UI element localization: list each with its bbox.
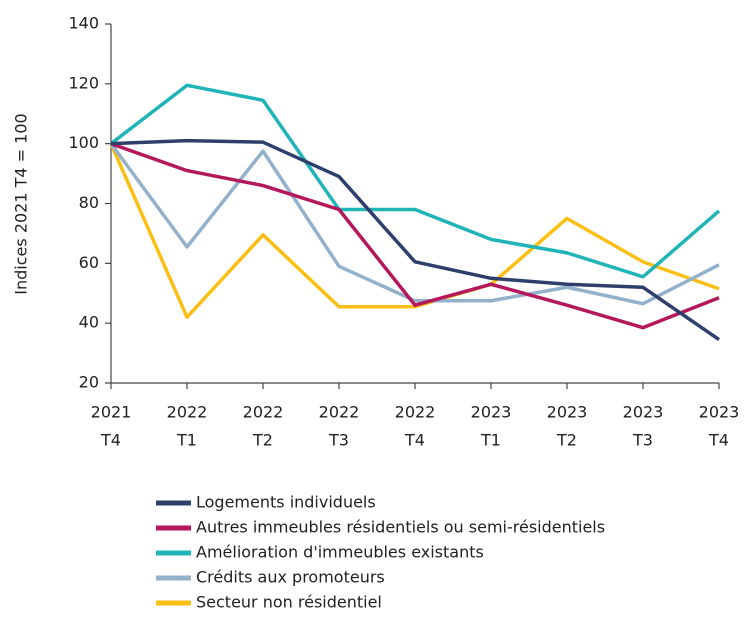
series-line <box>110 138 720 342</box>
x-tick-label: T2 <box>252 431 273 450</box>
x-tick-label: T4 <box>404 431 425 450</box>
x-tick-label: 2023 <box>547 403 588 422</box>
series-line <box>110 142 720 330</box>
x-tick-label: T3 <box>632 431 653 450</box>
legend-label: Secteur non résidentiel <box>196 593 382 612</box>
legend-label: Amélioration d'immeubles existants <box>196 543 484 562</box>
x-tick-label: T4 <box>100 431 121 450</box>
x-tick-label: T1 <box>176 431 197 450</box>
y-tick-label: 120 <box>68 73 99 92</box>
x-tick-label: 2023 <box>471 403 512 422</box>
legend-label: Logements individuels <box>196 493 376 512</box>
x-tick-label: T2 <box>556 431 577 450</box>
x-tick-label: 2022 <box>395 403 436 422</box>
x-tick-label: 2022 <box>167 403 208 422</box>
y-tick-label: 100 <box>68 133 99 152</box>
x-tick-label: T4 <box>708 431 729 450</box>
x-tick-label: 2022 <box>319 403 360 422</box>
y-tick-label: 60 <box>79 253 99 272</box>
x-tick-label: 2023 <box>623 403 664 422</box>
x-tick-label: 2023 <box>699 403 740 422</box>
y-axis-label: Indices 2021 T4 = 100 <box>12 113 31 294</box>
y-tick-label: 40 <box>79 313 99 332</box>
x-tick-label: T1 <box>480 431 501 450</box>
y-tick-label: 80 <box>79 193 99 212</box>
x-tick-label: 2021 <box>91 403 132 422</box>
y-tick-label: 20 <box>79 373 99 392</box>
x-tick-label: T3 <box>328 431 349 450</box>
series-line <box>109 142 720 306</box>
series-line <box>109 83 721 279</box>
y-tick-label: 140 <box>68 14 99 33</box>
legend-label: Crédits aux promoteurs <box>196 568 385 587</box>
legend-label: Autres immeubles résidentiels ou semi-ré… <box>196 518 605 537</box>
x-tick-label: 2022 <box>243 403 284 422</box>
